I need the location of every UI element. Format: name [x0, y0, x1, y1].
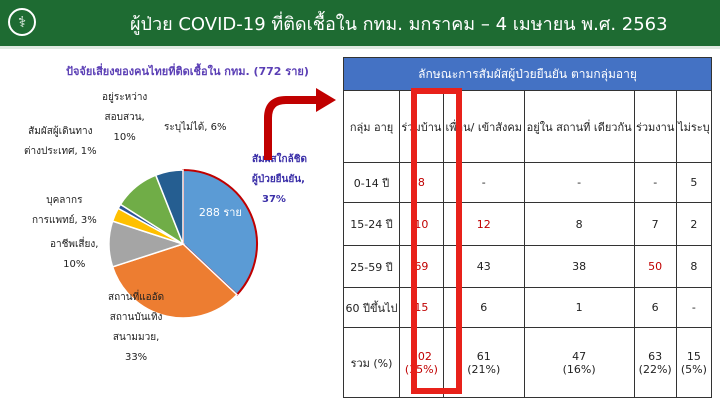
header-bar: ⚕ ผู้ป่วย COVID-19 ที่ติดเชื้อใน กทม. มก… [0, 0, 720, 49]
age-group-cell: 15-24 ปี [342, 202, 401, 246]
pie-slice [111, 243, 239, 319]
count-cell: 47 (16%) [523, 327, 635, 398]
pie-slice [154, 169, 184, 245]
table-row: รวม (%) 102 (35%) 61 (21%) 47 (16%) 63 (22%)… [342, 327, 713, 398]
label-under-investigation: อยู่ระหว่าง สอบสวน, 10% [102, 92, 148, 143]
count-cell: - [675, 287, 713, 328]
table-row: 60 ปีขึ้นไป 15 6 1 6- [342, 287, 713, 328]
label-close-contact: สัมผัสใกล้ชิด ผู้ป่วยยืนยัน, 37% [252, 154, 308, 205]
count-cell: 38 [523, 245, 635, 288]
ministry-logo-icon: ⚕ [8, 8, 36, 36]
label-medical-staff: บุคลากร การแพทย์, 3% [32, 195, 97, 226]
col-header: ร่วมงาน [633, 90, 677, 163]
chart-title: ปัจจัยเสี่ยงของคนไทยที่ติดเชื้อใน กทม. (… [66, 65, 309, 78]
count-cell: 1 [523, 287, 635, 328]
col-header: ไม่ระบุ [675, 90, 713, 163]
count-cell: - [523, 162, 635, 203]
age-group-cell: รวม (%) [342, 327, 401, 398]
label-unknown: ระบุไม่ได้, 6% [164, 122, 227, 133]
count-cell: 6 [633, 287, 677, 328]
count-cell: 8 [523, 202, 635, 246]
count-cell: 8 [675, 245, 713, 288]
contact-table: ลักษณะการสัมผัสผู้ป่วยยืนยัน ตามกลุ่มอาย… [342, 57, 713, 398]
pie-slice [182, 168, 258, 297]
table-row: 25-59 ปี 69 43 38 50 8 [342, 245, 713, 288]
count-cell: 5 [675, 162, 713, 203]
table-caption: ลักษณะการสัมผัสผู้ป่วยยืนยัน ตามกลุ่มอาย… [343, 57, 712, 91]
slice-data-label: 288 ราย [199, 206, 242, 219]
age-group-cell: 60 ปีขึ้นไป [342, 287, 401, 328]
count-cell: 50 [633, 245, 677, 288]
col-header: กลุ่ม อายุ [342, 90, 401, 163]
count-cell: 63 (22%) [633, 327, 677, 398]
count-cell: 2 [675, 202, 713, 246]
table-row: 0-14 ปี 8- - -5 [342, 162, 713, 203]
table-header-row: กลุ่ม อายุ ร่วมบ้าน เพื่อน/ เข้าสังคม อย… [342, 90, 713, 163]
table-row: 15-24 ปี 10 12 8 7 2 [342, 202, 713, 246]
count-cell: 15 (5%) [675, 327, 713, 398]
age-group-cell: 25-59 ปี [342, 245, 401, 288]
highlight-box [411, 88, 462, 394]
age-group-cell: 0-14 ปี [342, 162, 401, 203]
count-cell: 69 [399, 245, 444, 288]
label-foreign-traveler: สัมผัสผู้เดินทาง ต่างประเทศ, 1% [24, 126, 97, 157]
label-crowded-places: สถานที่แออัด สถานบันเทิง สนามมวย, 33% [108, 292, 165, 363]
page-title: ผู้ป่วย COVID-19 ที่ติดเชื้อใน กทม. มกรา… [130, 14, 668, 35]
label-risky-occupation: อาชีพเสี่ยง, 10% [50, 239, 99, 270]
count-cell: - [633, 162, 677, 203]
count-cell: 7 [633, 202, 677, 246]
col-header: อยู่ใน สถานที่ เดียวกัน [523, 90, 635, 163]
